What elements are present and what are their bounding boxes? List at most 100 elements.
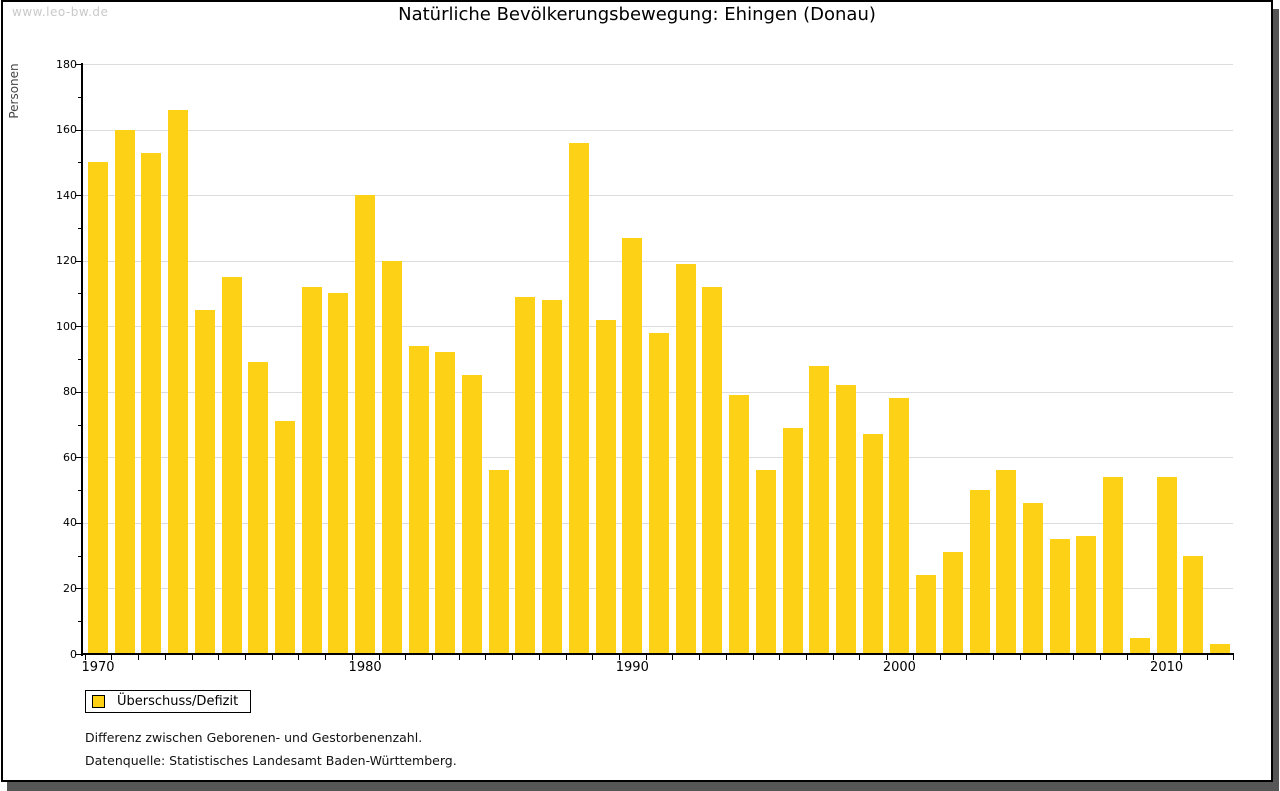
- x-tick: [164, 654, 166, 660]
- x-tick: [912, 654, 914, 660]
- x-tick: [966, 654, 968, 660]
- y-major-tick: [75, 522, 82, 524]
- bar-1986: [515, 296, 536, 654]
- bar-1999: [862, 434, 883, 654]
- x-tick: [592, 654, 594, 660]
- x-tick: [1153, 654, 1155, 660]
- x-tick: [1206, 654, 1208, 660]
- bar-1981: [381, 260, 402, 654]
- x-tick: [405, 654, 407, 660]
- x-tick-label-1980: 1980: [348, 660, 382, 675]
- y-minor-tick: [78, 621, 82, 623]
- x-tick: [458, 654, 460, 660]
- bar-1985: [488, 470, 509, 654]
- y-major-tick: [75, 64, 82, 65]
- bar-1992: [675, 263, 696, 654]
- bar-2007: [1076, 536, 1097, 654]
- x-tick: [645, 654, 647, 660]
- bar-2003: [969, 490, 990, 654]
- footnote-source: Datenquelle: Statistisches Landesamt Bad…: [85, 753, 457, 768]
- gridline-180: [82, 64, 1233, 65]
- x-tick-label-2000: 2000: [882, 660, 916, 675]
- y-major-tick: [75, 326, 82, 328]
- bar-2008: [1103, 477, 1124, 654]
- bar-1970: [88, 162, 108, 654]
- bar-1983: [435, 352, 456, 654]
- watermark: www.leo-bw.de: [12, 5, 109, 19]
- y-minor-tick: [78, 96, 82, 98]
- y-tick-label: 140: [56, 188, 77, 202]
- bar-1974: [194, 309, 215, 654]
- x-tick: [779, 654, 781, 660]
- bar-1998: [836, 385, 856, 654]
- bar-1987: [542, 300, 563, 654]
- bar-1972: [141, 152, 162, 654]
- bar-1996: [782, 427, 803, 654]
- x-tick: [244, 654, 246, 660]
- x-tick: [832, 654, 834, 660]
- x-tick: [752, 654, 754, 660]
- legend-swatch-icon: [92, 695, 105, 708]
- y-tick-label: 120: [56, 254, 77, 268]
- y-major-tick: [75, 260, 82, 262]
- bar-1980: [355, 195, 376, 654]
- x-axis-line: [81, 653, 1234, 655]
- bar-1975: [221, 277, 242, 654]
- x-tick: [325, 654, 327, 660]
- bar-2000: [889, 398, 910, 654]
- y-minor-tick: [78, 293, 82, 295]
- bar-1989: [595, 319, 616, 654]
- y-tick-label: 40: [63, 516, 77, 530]
- gridline-120: [82, 260, 1233, 262]
- bar-2001: [916, 575, 937, 654]
- legend-label: Überschuss/Defizit: [117, 694, 239, 709]
- x-tick: [538, 654, 540, 660]
- y-minor-tick: [78, 162, 82, 164]
- y-major-tick: [75, 457, 82, 459]
- bar-1979: [328, 293, 349, 654]
- y-major-tick: [75, 195, 82, 197]
- y-major-tick: [75, 654, 82, 655]
- bar-1990: [622, 237, 643, 654]
- x-tick: [1046, 654, 1048, 660]
- x-tick-label-1990: 1990: [615, 660, 649, 675]
- y-minor-tick: [78, 490, 82, 492]
- bar-1997: [809, 365, 830, 654]
- bar-1994: [729, 395, 750, 654]
- bar-1991: [649, 332, 669, 654]
- bar-1976: [248, 362, 269, 654]
- x-tick-label-2010: 2010: [1150, 660, 1184, 675]
- y-tick-label: 0: [70, 647, 77, 661]
- bar-2006: [1049, 539, 1070, 654]
- gridline-140: [82, 195, 1233, 197]
- legend: Überschuss/Defizit: [85, 690, 251, 713]
- gridline-100: [82, 326, 1233, 328]
- x-tick: [1179, 654, 1181, 660]
- bar-2005: [1023, 503, 1043, 654]
- x-tick: [111, 654, 113, 660]
- x-tick: [672, 654, 674, 660]
- x-tick: [431, 654, 433, 660]
- x-tick: [138, 654, 140, 660]
- y-axis-line: [81, 63, 83, 656]
- y-major-tick: [75, 129, 82, 131]
- y-tick-label: 180: [56, 57, 77, 71]
- x-tick-label-1970: 1970: [81, 660, 115, 675]
- x-tick: [699, 654, 701, 660]
- footnote-description: Differenz zwischen Geborenen- und Gestor…: [85, 730, 423, 745]
- bar-2004: [996, 470, 1017, 654]
- x-tick: [378, 654, 380, 660]
- y-minor-tick: [78, 555, 82, 557]
- bar-1971: [114, 129, 135, 654]
- y-minor-tick: [78, 359, 82, 360]
- bar-2012: [1210, 644, 1230, 654]
- x-tick: [565, 654, 567, 660]
- x-tick: [84, 654, 86, 660]
- x-tick: [886, 654, 888, 660]
- y-minor-tick: [78, 424, 82, 426]
- x-tick: [859, 654, 861, 660]
- y-major-tick: [75, 588, 82, 590]
- bar-1978: [301, 286, 322, 654]
- chart-title: Natürliche Bevölkerungsbewegung: Ehingen…: [398, 4, 876, 25]
